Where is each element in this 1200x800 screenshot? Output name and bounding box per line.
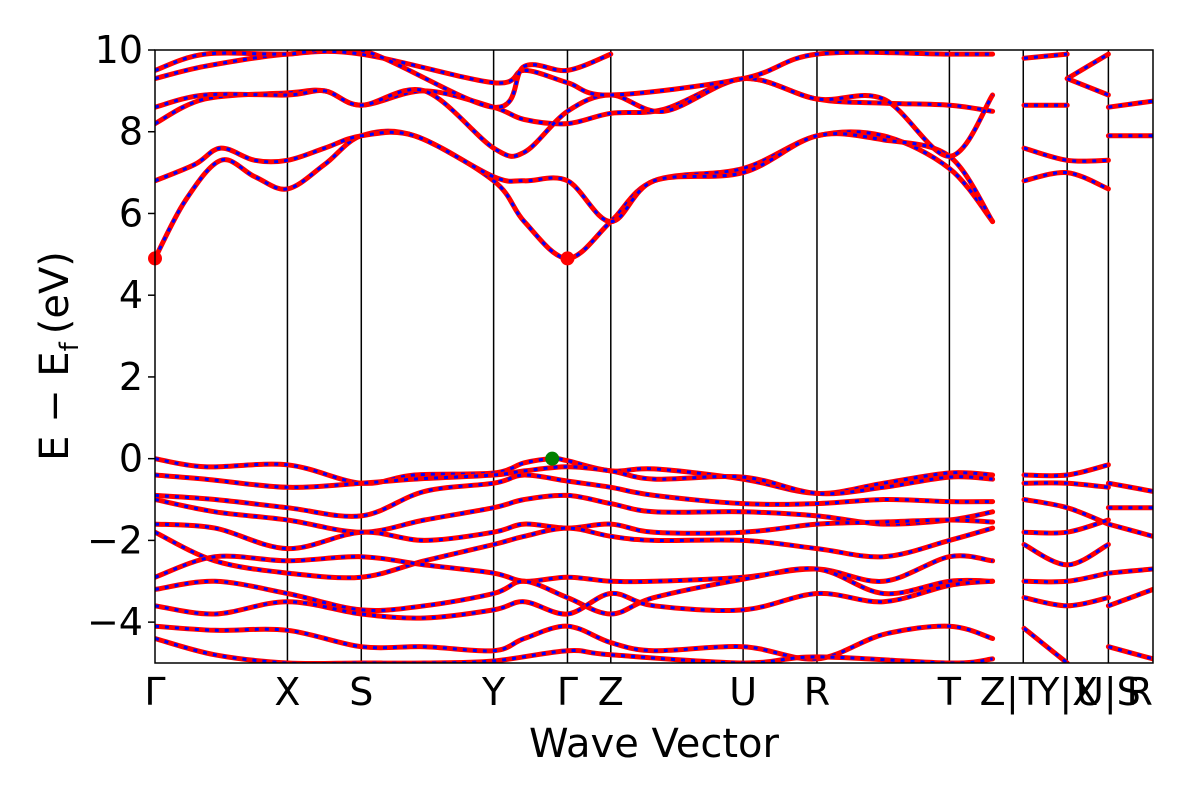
conduction-band-tail-1-down [1023,170,1109,191]
conduction-band-tail-2-down [1023,146,1109,163]
plot-area [286,50,1110,663]
plot-frame [154,49,1154,664]
y-axis-title-sub: f [55,341,85,351]
conduction-band-1-up [155,128,996,261]
valence-band-6-up [155,525,996,581]
cbm-marker-2 [560,251,575,266]
conduction-band-6-down [155,50,612,109]
valence-band-tail-8-up [1021,625,1070,663]
valence-band-tail-14-down [1108,645,1153,661]
valence-band-tail-5-down [1023,543,1110,567]
valence-band-11-down [155,637,993,663]
valence-band-7-up [155,553,996,585]
conduction-band-tail-1-up [1021,169,1111,192]
x-tick-label: |T [1006,670,1043,715]
valence-band-8-down [155,567,993,616]
x-tick-label: R [1127,670,1153,714]
valence-band-tail-12-down [1108,567,1153,575]
x-tick-label: Γ [557,670,578,714]
y-axis-title: E − Ef (eV) [32,251,85,461]
valence-band-tail-3-down [1023,498,1109,526]
valence-band-9-up [155,578,996,621]
valence-band-tail-5-up [1021,542,1111,568]
valence-band-5-up [155,517,996,552]
valence-band-6-down [155,526,994,580]
conduction-band-tail-6-down [1066,77,1109,97]
y-tick-label: −4 [87,600,143,644]
valence-band-tail-11-down [1108,522,1153,538]
bands [155,50,1153,663]
y-axis-title-unit: (eV) [32,251,78,334]
x-tick-label: U|S [1076,670,1141,715]
y-tick-label: 10 [95,28,143,72]
valence-band-tail-6-down [1023,571,1109,584]
y-tick-label: 2 [119,355,143,399]
x-tick-label: U [729,670,757,714]
conduction-band-3-down [155,77,993,126]
conduction-band-tail-4-down [1023,52,1068,60]
x-tick-label: Y [481,670,506,714]
conduction-band-5-down [155,50,993,97]
valence-band-tail-1-down [1023,463,1109,478]
x-tick-label: Z [980,670,1006,714]
conduction-band-4-up [155,76,996,159]
valence-band-tail-9-down [1108,481,1153,493]
valence-band-1-down [155,457,993,495]
valence-band-7-down [155,554,993,584]
valence-band-tail-13-down [1107,587,1153,608]
valence-band-2-down [155,465,993,496]
y-tick-label: 8 [119,110,143,154]
conduction-band-1-down [155,129,994,260]
y-tick-label: 4 [119,273,143,317]
y-tick-label: 6 [119,191,143,235]
x-tick-label: R [804,670,830,714]
x-tick-label: Y|X [1035,670,1098,715]
valence-band-10-up [155,623,996,662]
conduction-band-tail-7-down [1108,99,1153,109]
valence-band-tail-4-down [1023,518,1109,535]
valence-band-tail-2-down [1023,481,1109,489]
x-tick-label: S [349,670,373,714]
y-tick-label: 0 [119,437,143,481]
x-tick-label: Z [598,670,624,714]
x-axis-title: Wave Vector [529,721,780,767]
valence-band-3-down [155,473,993,518]
y-axis-title-main: E − E [32,351,78,461]
conduction-band-2-up [155,129,996,225]
conduction-band-2-down [155,130,994,224]
valence-band-tail-3-up [1021,497,1111,527]
conduction-band-4-down [155,77,994,158]
y-tick-label: −2 [87,518,143,562]
x-tick-label: X [274,670,300,714]
valence-band-tail-7-down [1023,596,1109,608]
valence-band-tail-8-down [1023,627,1069,663]
vbm-marker [545,451,560,466]
x-tick-label: T [937,670,962,714]
conduction-band-5-up [155,50,996,98]
x-tick-label: Γ [144,670,165,714]
